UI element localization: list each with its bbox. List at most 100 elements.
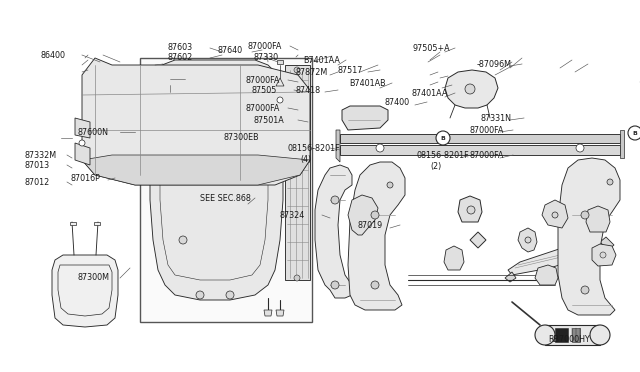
Text: -87096M: -87096M [477, 60, 512, 68]
Text: 87012: 87012 [24, 177, 49, 186]
Polygon shape [572, 328, 580, 342]
Circle shape [371, 281, 379, 289]
Circle shape [465, 84, 475, 94]
Circle shape [467, 206, 475, 214]
Text: 08156-8201F: 08156-8201F [288, 144, 340, 153]
Polygon shape [470, 232, 486, 248]
Polygon shape [276, 310, 284, 316]
Polygon shape [52, 255, 118, 327]
Text: 87332M: 87332M [24, 151, 56, 160]
Circle shape [196, 291, 204, 299]
Text: 87331N: 87331N [481, 113, 512, 122]
Circle shape [277, 97, 283, 103]
Text: 87013: 87013 [24, 160, 49, 170]
Polygon shape [336, 130, 340, 162]
Polygon shape [555, 328, 568, 342]
Text: 08156-8201F: 08156-8201F [417, 151, 470, 160]
Polygon shape [586, 206, 610, 232]
Polygon shape [75, 143, 90, 165]
Polygon shape [82, 58, 310, 185]
Circle shape [226, 291, 234, 299]
Text: 87501A: 87501A [254, 115, 285, 125]
Polygon shape [600, 237, 614, 250]
Circle shape [535, 325, 555, 345]
Text: 87300M: 87300M [77, 273, 109, 282]
Circle shape [590, 325, 610, 345]
Polygon shape [75, 118, 90, 138]
Polygon shape [140, 58, 312, 322]
Circle shape [294, 67, 300, 73]
Text: 87505: 87505 [252, 86, 277, 94]
Text: 87603: 87603 [167, 42, 192, 51]
Circle shape [607, 179, 613, 185]
Polygon shape [542, 200, 568, 228]
Polygon shape [545, 325, 600, 345]
Circle shape [331, 196, 339, 204]
Polygon shape [620, 130, 624, 158]
Text: B: B [440, 135, 445, 141]
Text: 87640: 87640 [218, 45, 243, 55]
Circle shape [331, 281, 339, 289]
Text: 87000FA: 87000FA [247, 42, 282, 51]
Polygon shape [348, 162, 405, 310]
Text: 87602: 87602 [167, 52, 192, 61]
Circle shape [628, 126, 640, 140]
Circle shape [552, 212, 558, 218]
Polygon shape [150, 60, 283, 300]
Polygon shape [315, 165, 352, 298]
Polygon shape [535, 265, 558, 285]
Polygon shape [558, 158, 620, 315]
Text: 87872M: 87872M [296, 67, 328, 77]
Circle shape [600, 252, 606, 258]
Circle shape [581, 211, 589, 219]
Polygon shape [342, 106, 388, 130]
Circle shape [371, 211, 379, 219]
Polygon shape [82, 155, 310, 185]
Text: 87000FA: 87000FA [470, 125, 504, 135]
Circle shape [387, 182, 393, 188]
Circle shape [179, 236, 187, 244]
Polygon shape [518, 228, 537, 252]
Polygon shape [340, 145, 620, 155]
Polygon shape [445, 70, 498, 108]
Polygon shape [444, 246, 464, 270]
Polygon shape [592, 244, 616, 266]
Text: B: B [632, 131, 637, 135]
Text: 97505+A: 97505+A [413, 44, 451, 52]
Text: B7401AB: B7401AB [349, 78, 386, 87]
Text: 87324: 87324 [280, 211, 305, 219]
Polygon shape [277, 60, 283, 64]
Circle shape [581, 286, 589, 294]
Text: 87330: 87330 [253, 52, 278, 61]
Text: 87300EB: 87300EB [223, 132, 259, 141]
Text: 87019: 87019 [358, 221, 383, 230]
Text: 87600N: 87600N [77, 128, 108, 137]
Text: 87400: 87400 [385, 97, 410, 106]
Polygon shape [458, 196, 482, 222]
Text: B7401AA: B7401AA [303, 55, 340, 64]
Text: SEE SEC.868: SEE SEC.868 [200, 193, 251, 202]
Polygon shape [94, 222, 100, 225]
Text: 87401AA: 87401AA [412, 89, 449, 97]
Circle shape [436, 131, 450, 145]
Text: 87517: 87517 [338, 65, 364, 74]
Circle shape [525, 237, 531, 243]
Text: (2): (2) [430, 161, 441, 170]
Text: 87000FA: 87000FA [470, 151, 504, 160]
Text: 87016P: 87016P [70, 173, 100, 183]
Text: 87418: 87418 [296, 86, 321, 94]
Polygon shape [508, 242, 605, 275]
Text: RB7000HY: RB7000HY [548, 336, 589, 344]
Circle shape [376, 144, 384, 152]
Polygon shape [505, 272, 516, 282]
Text: (4): (4) [300, 154, 311, 164]
Text: 87000FA: 87000FA [245, 76, 280, 84]
Polygon shape [348, 195, 378, 235]
Circle shape [294, 275, 300, 281]
Polygon shape [264, 310, 272, 316]
Text: 87000FA: 87000FA [245, 103, 280, 112]
Circle shape [576, 144, 584, 152]
Polygon shape [340, 134, 620, 143]
Text: 86400: 86400 [40, 51, 65, 60]
Polygon shape [285, 65, 310, 280]
